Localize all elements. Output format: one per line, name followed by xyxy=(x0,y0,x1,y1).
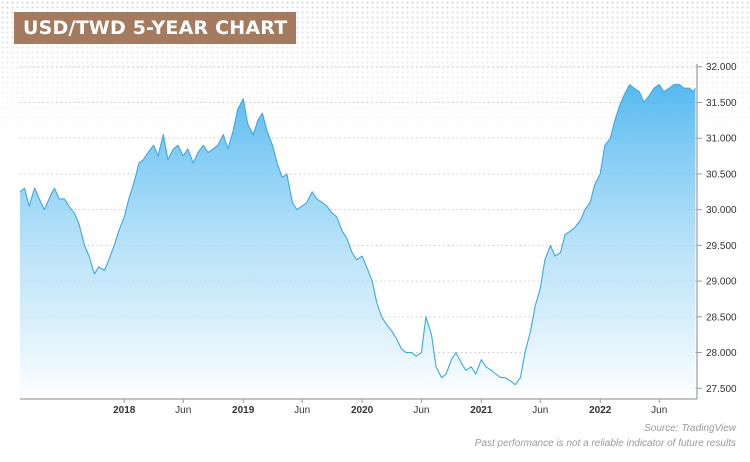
x-tick-label: Jun xyxy=(532,405,548,416)
y-tick-label: 29.500 xyxy=(706,241,737,252)
y-tick-label: 27.500 xyxy=(706,384,737,395)
y-tick-label: 31.500 xyxy=(706,98,737,109)
series-area xyxy=(20,84,696,399)
y-tick-label: 30.500 xyxy=(706,169,737,180)
y-tick-label: 28.000 xyxy=(706,348,737,359)
disclaimer-note: Past performance is not a reliable indic… xyxy=(474,438,736,449)
y-tick-label: 31.000 xyxy=(706,134,737,145)
x-tick-label: Jun xyxy=(294,405,310,416)
x-tick-label: 2021 xyxy=(470,405,493,416)
source-note: Source: TradingView xyxy=(644,423,736,434)
y-axis-ticks: 27.500 28.000 28.500 29.000 29.500 30.000 30.5… xyxy=(697,62,737,395)
y-tick-label: 29.000 xyxy=(706,277,737,288)
series-line xyxy=(19,84,696,386)
x-tick-label: 2018 xyxy=(113,405,136,416)
x-axis-ticks: 2018 Jun 2019 Jun 2020 Jun 2021 Jun 2022 Jun xyxy=(113,399,667,416)
x-tick-label: Jun xyxy=(413,405,429,416)
y-tick-label: 28.500 xyxy=(706,312,737,323)
y-tick-label: 30.000 xyxy=(706,205,737,216)
x-tick-label: 2020 xyxy=(351,405,374,416)
x-tick-label: 2022 xyxy=(589,405,612,416)
x-tick-label: Jun xyxy=(651,405,667,416)
area-layer xyxy=(19,84,696,399)
axes xyxy=(20,64,698,400)
x-tick-label: 2019 xyxy=(232,405,255,416)
chart-title: USD/TWD 5-YEAR CHART xyxy=(14,12,297,44)
x-tick-label: Jun xyxy=(175,405,191,416)
y-tick-label: 32.000 xyxy=(706,62,737,73)
